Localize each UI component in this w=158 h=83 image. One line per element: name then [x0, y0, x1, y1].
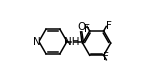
Text: O: O	[77, 22, 85, 32]
Text: N: N	[33, 37, 41, 46]
Text: F: F	[103, 52, 108, 62]
Text: F: F	[84, 24, 90, 34]
Text: F: F	[106, 21, 112, 31]
Text: NH: NH	[64, 37, 80, 46]
